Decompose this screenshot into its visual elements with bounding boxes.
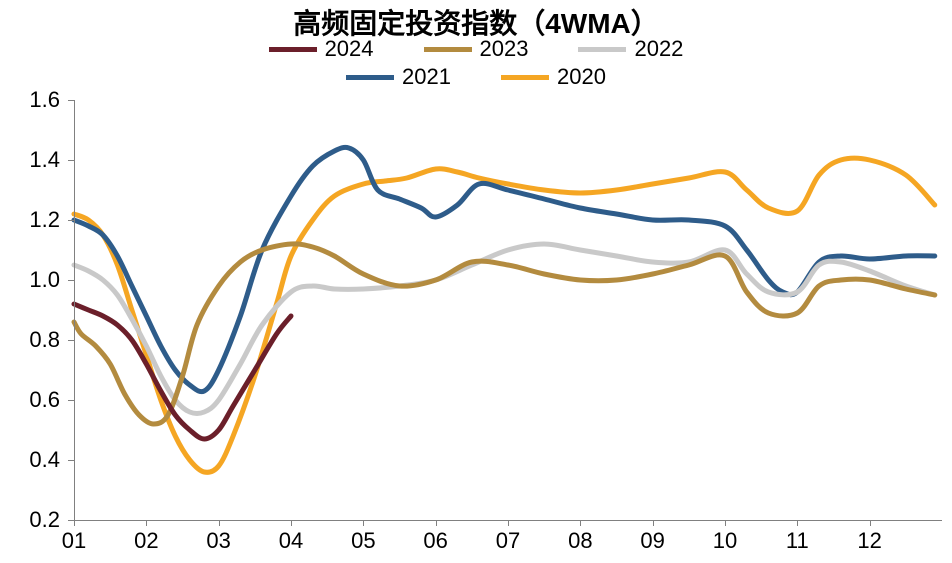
legend-label: 2024 [325, 36, 374, 62]
y-tick-mark [68, 220, 74, 221]
legend-item-2023: 2023 [424, 36, 529, 62]
x-tick-label: 03 [199, 528, 239, 554]
legend-item-2021: 2021 [346, 64, 451, 90]
legend-label: 2022 [634, 36, 683, 62]
legend-item-2024: 2024 [269, 36, 374, 62]
y-tick-mark [68, 280, 74, 281]
legend-swatch [424, 47, 472, 52]
x-tick-mark [291, 520, 292, 526]
series-line-2023 [74, 244, 935, 424]
x-tick-mark [436, 520, 437, 526]
legend-row-2: 2021 2020 [346, 64, 606, 90]
x-tick-mark [363, 520, 364, 526]
x-tick-mark [797, 520, 798, 526]
y-tick-label: 1.0 [0, 267, 60, 293]
y-tick-mark [68, 100, 74, 101]
legend-swatch [578, 47, 626, 52]
x-tick-label: 05 [343, 528, 383, 554]
legend-label: 2021 [402, 64, 451, 90]
x-tick-label: 08 [560, 528, 600, 554]
y-tick-label: 1.2 [0, 207, 60, 233]
legend-swatch [269, 47, 317, 52]
legend-swatch [346, 75, 394, 80]
y-tick-label: 0.4 [0, 447, 60, 473]
legend-item-2020: 2020 [501, 64, 606, 90]
x-tick-mark [219, 520, 220, 526]
y-tick-label: 1.6 [0, 87, 60, 113]
legend-label: 2020 [557, 64, 606, 90]
line-svg [74, 100, 942, 520]
x-tick-label: 04 [271, 528, 311, 554]
x-tick-label: 09 [633, 528, 673, 554]
legend-label: 2023 [480, 36, 529, 62]
x-tick-label: 01 [54, 528, 94, 554]
y-tick-mark [68, 460, 74, 461]
x-tick-mark [74, 520, 75, 526]
x-tick-label: 06 [416, 528, 456, 554]
legend-swatch [501, 75, 549, 80]
x-tick-label: 11 [777, 528, 817, 554]
x-tick-mark [725, 520, 726, 526]
x-tick-mark [580, 520, 581, 526]
legend-item-2022: 2022 [578, 36, 683, 62]
y-tick-label: 0.2 [0, 507, 60, 533]
x-tick-mark [146, 520, 147, 526]
x-tick-label: 12 [850, 528, 890, 554]
x-tick-mark [653, 520, 654, 526]
y-tick-mark [68, 160, 74, 161]
y-tick-mark [68, 340, 74, 341]
y-tick-label: 1.4 [0, 147, 60, 173]
y-tick-mark [68, 400, 74, 401]
y-tick-label: 0.6 [0, 387, 60, 413]
chart-container: 高频固定投资指数（4WMA） 202420232022 20212020 0.2… [0, 0, 952, 563]
series-line-2022 [74, 244, 935, 414]
x-tick-label: 07 [488, 528, 528, 554]
x-tick-label: 10 [705, 528, 745, 554]
y-axis-line [74, 100, 75, 520]
x-tick-mark [508, 520, 509, 526]
y-tick-label: 0.8 [0, 327, 60, 353]
x-tick-label: 02 [126, 528, 166, 554]
plot-area [74, 100, 942, 520]
legend-row-1: 2024 2023 2022 [269, 36, 684, 62]
legend: 2024 2023 2022 2021 2020 [0, 36, 952, 90]
x-tick-mark [870, 520, 871, 526]
